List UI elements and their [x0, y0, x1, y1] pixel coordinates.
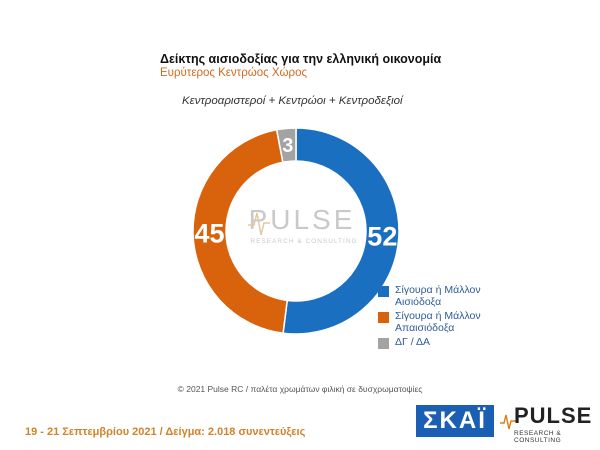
survey-footer: 19 - 21 Σεπτεμβρίου 2021 / Δείγμα: 2.018… [25, 426, 306, 438]
copyright-note: © 2021 Pulse RC / παλέτα χρωμάτων φιλική… [177, 384, 423, 394]
legend-item-2: ΔΓ / ΔΑ [378, 336, 510, 349]
chart-legend: Σίγουρα ή Μάλλον Αισιόδοξα Σίγουρα ή Μάλλ… [378, 284, 510, 351]
donut-slice-0 [282, 127, 400, 335]
legend-label-0: Σίγουρα ή Μάλλον Αισιόδοξα [395, 284, 481, 308]
chart-title: Δείκτης αισιοδοξίας για την ελληνική οικ… [160, 52, 442, 66]
skai-logo: ΣΚΑΪ [416, 405, 494, 437]
pulse-wave-icon [500, 414, 516, 430]
pulse-logo-tagline: RESEARCH & CONSULTING [514, 430, 562, 444]
legend-swatch-1 [378, 312, 389, 323]
legend-label-1: Σίγουρα ή Μάλλον Απαισιόδοξα [395, 310, 481, 334]
legend-item-0: Σίγουρα ή Μάλλον Αισιόδοξα [378, 284, 510, 308]
donut-value-label-1: 45 [195, 219, 225, 249]
pulse-logo-text: PULSE [514, 403, 593, 428]
pulse-logo: PULSE RESEARCH & CONSULTING [500, 403, 595, 444]
donut-slice-2 [275, 127, 297, 164]
watermark-wave-icon [248, 212, 270, 236]
watermark-tagline: RESEARCH & CONSULTING [250, 238, 357, 245]
legend-label-2: ΔΓ / ΔΑ [395, 336, 430, 348]
watermark-brand: PULSE [249, 204, 356, 235]
respondent-group-label: Κεντροαριστεροί + Κεντρώοι + Κεντροδεξιο… [182, 95, 403, 107]
legend-swatch-0 [378, 286, 389, 297]
chart-subtitle: Ευρύτερος Κεντρώος Χώρος [160, 67, 308, 79]
legend-swatch-2 [378, 338, 389, 349]
donut-slice-1 [192, 128, 289, 335]
legend-item-1: Σίγουρα ή Μάλλον Απαισιόδοξα [378, 310, 510, 334]
donut-value-label-2: 3 [282, 135, 293, 157]
donut-value-label-0: 52 [367, 221, 397, 251]
